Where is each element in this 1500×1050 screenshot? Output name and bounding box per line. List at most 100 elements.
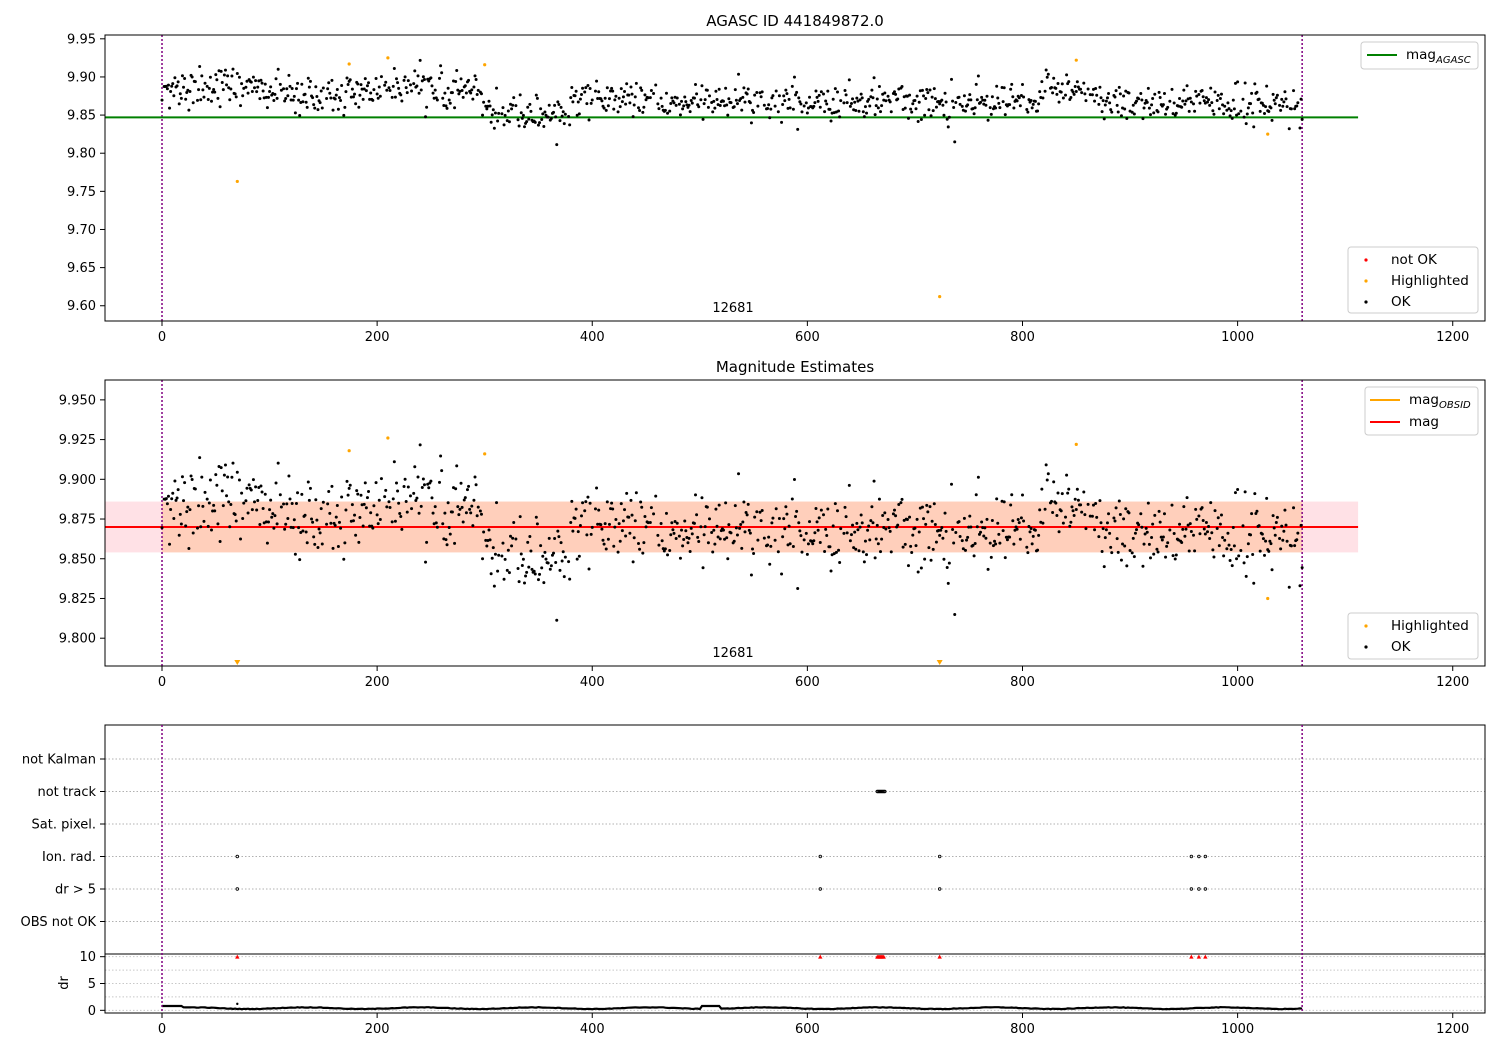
p2-ok-point-323 [535,522,539,526]
p2-ok-point-54 [221,504,225,508]
p1-ok-point-352 [569,96,573,100]
p1-ok-point-354 [571,100,575,104]
p1-ok-point-565 [826,89,830,93]
p1-ok-point-322 [534,93,538,97]
p1-highlighted-point-0-6 [1266,132,1270,136]
p1-ok-point-794 [1094,87,1098,91]
p2-ok-point-637 [910,551,914,555]
p1-ok-point-522 [773,104,777,108]
p2-ok-point-552 [811,542,815,546]
p2-ok-point-879 [1194,507,1198,511]
p2-ok-point-31 [196,526,200,530]
p2-ok-point-210 [403,477,407,481]
p1-ok-point-899 [1217,107,1221,111]
p2-ok-point-607 [874,537,878,541]
p1-ok-point-362 [579,93,583,97]
p2-ok-point-872 [1185,496,1189,500]
p1-ok-point-95 [268,89,272,93]
p1-ok-point-437 [672,101,676,105]
p1-ok-point-361 [578,97,582,101]
p2-ok-point-306 [517,580,521,584]
p2-ok-point-942 [1267,549,1271,553]
p1-ok-point-369 [588,86,592,90]
p1-highlighted-point-0-1 [347,62,351,66]
p2-ok-point-209 [402,485,406,489]
p1-ok-point-57 [225,83,229,87]
p2-ok-point-700 [981,526,985,530]
p2-ok-point-965 [1295,538,1299,542]
p1-ok-point-165 [348,78,352,82]
p1-ok-point-348 [562,122,566,126]
p1-ok-point-380 [602,106,606,110]
p2-ok-point-275 [476,505,480,509]
p1-ok-point-342 [556,100,560,104]
p2-ok-point-154 [335,503,339,507]
p2-xtick-label-0: 0 [158,675,166,690]
p2-ok-point-535 [790,497,794,501]
p2-ok-point-833 [1140,525,1144,529]
p2-ok-point-775 [1069,520,1073,524]
p1-ok-point-80 [251,75,255,79]
p1-ok-point-920 [1243,81,1247,85]
p1-ok-point-136 [314,85,318,89]
p1-ok-point-969 [1300,117,1304,121]
p2-ok-point-363 [581,501,585,505]
dr-clipped-marker-10 [1189,954,1194,959]
p1-ok-point-414 [641,110,645,114]
p2-ok-point-664 [939,528,943,532]
p2-ok-point-706 [988,541,992,545]
p1-ok-point-169 [353,92,357,96]
p2-ok-point-871 [1184,527,1188,531]
p2-ok-point-730 [1015,527,1019,531]
svg-text:magOBSID: magOBSID [1409,392,1471,411]
p2-ok-point-195 [384,488,388,492]
p2-ok-point-654 [928,505,932,509]
p1-ok-point-228 [425,105,429,109]
p1-ok-point-951 [1278,103,1282,107]
p1-ok-point-926 [1250,91,1254,95]
p1-ok-point-893 [1210,101,1214,105]
p2-ok-point-285 [489,572,493,576]
p1-ok-point-485 [727,97,731,101]
p2-ok-point-139 [317,527,321,531]
p1-ok-point-505 [749,121,753,125]
p2-ok-point-573 [834,550,838,554]
p3-xtick-label-600: 600 [795,1022,820,1037]
p1-ok-point-222 [418,58,422,62]
p2-ok-point-651 [925,503,929,507]
p1-ok-point-886 [1202,99,1206,103]
p1-ytick-label-9.7: 9.70 [67,223,96,238]
flag-row-label-0: not Kalman [22,753,96,768]
p2-ok-point-16 [178,512,182,516]
p2-ok-point-416 [643,515,647,519]
p1-ok-point-707 [989,112,993,116]
p1-ok-point-51 [218,105,222,109]
p2-ok-point-520 [770,521,774,525]
p2-ok-point-506 [751,547,755,551]
p2-ok-point-19 [182,499,186,503]
p1-ok-point-919 [1242,115,1246,119]
flag-mark-3-3 [1189,854,1194,859]
p1-ok-point-104 [278,82,282,86]
p2-ok-point-200 [391,497,395,501]
p2-ok-point-485 [727,523,731,527]
p1-ok-point-417 [644,98,648,102]
p2-ok-point-352 [569,521,573,525]
panel2-point-legend: Highlighted OK [1347,612,1479,660]
p1-ok-point-289 [493,111,497,115]
legend-highlighted: Highlighted [1391,273,1469,289]
p2-ok-point-927 [1251,552,1255,556]
p2-ok-point-10 [172,516,176,520]
p2-ok-point-539 [795,509,799,513]
p1-ok-point-140 [318,101,322,105]
p2-ok-point-280 [484,538,488,542]
p2-ok-point-762 [1054,501,1058,505]
p2-ok-point-32 [197,504,201,508]
p2-ok-point-846 [1155,547,1159,551]
p1-ok-point-491 [734,98,738,102]
p2-ok-point-559 [818,540,822,544]
p1-ok-point-572 [833,87,837,91]
p1-ok-point-146 [327,81,331,85]
p1-ok-point-940 [1265,84,1269,88]
p1-ok-point-649 [923,113,927,117]
